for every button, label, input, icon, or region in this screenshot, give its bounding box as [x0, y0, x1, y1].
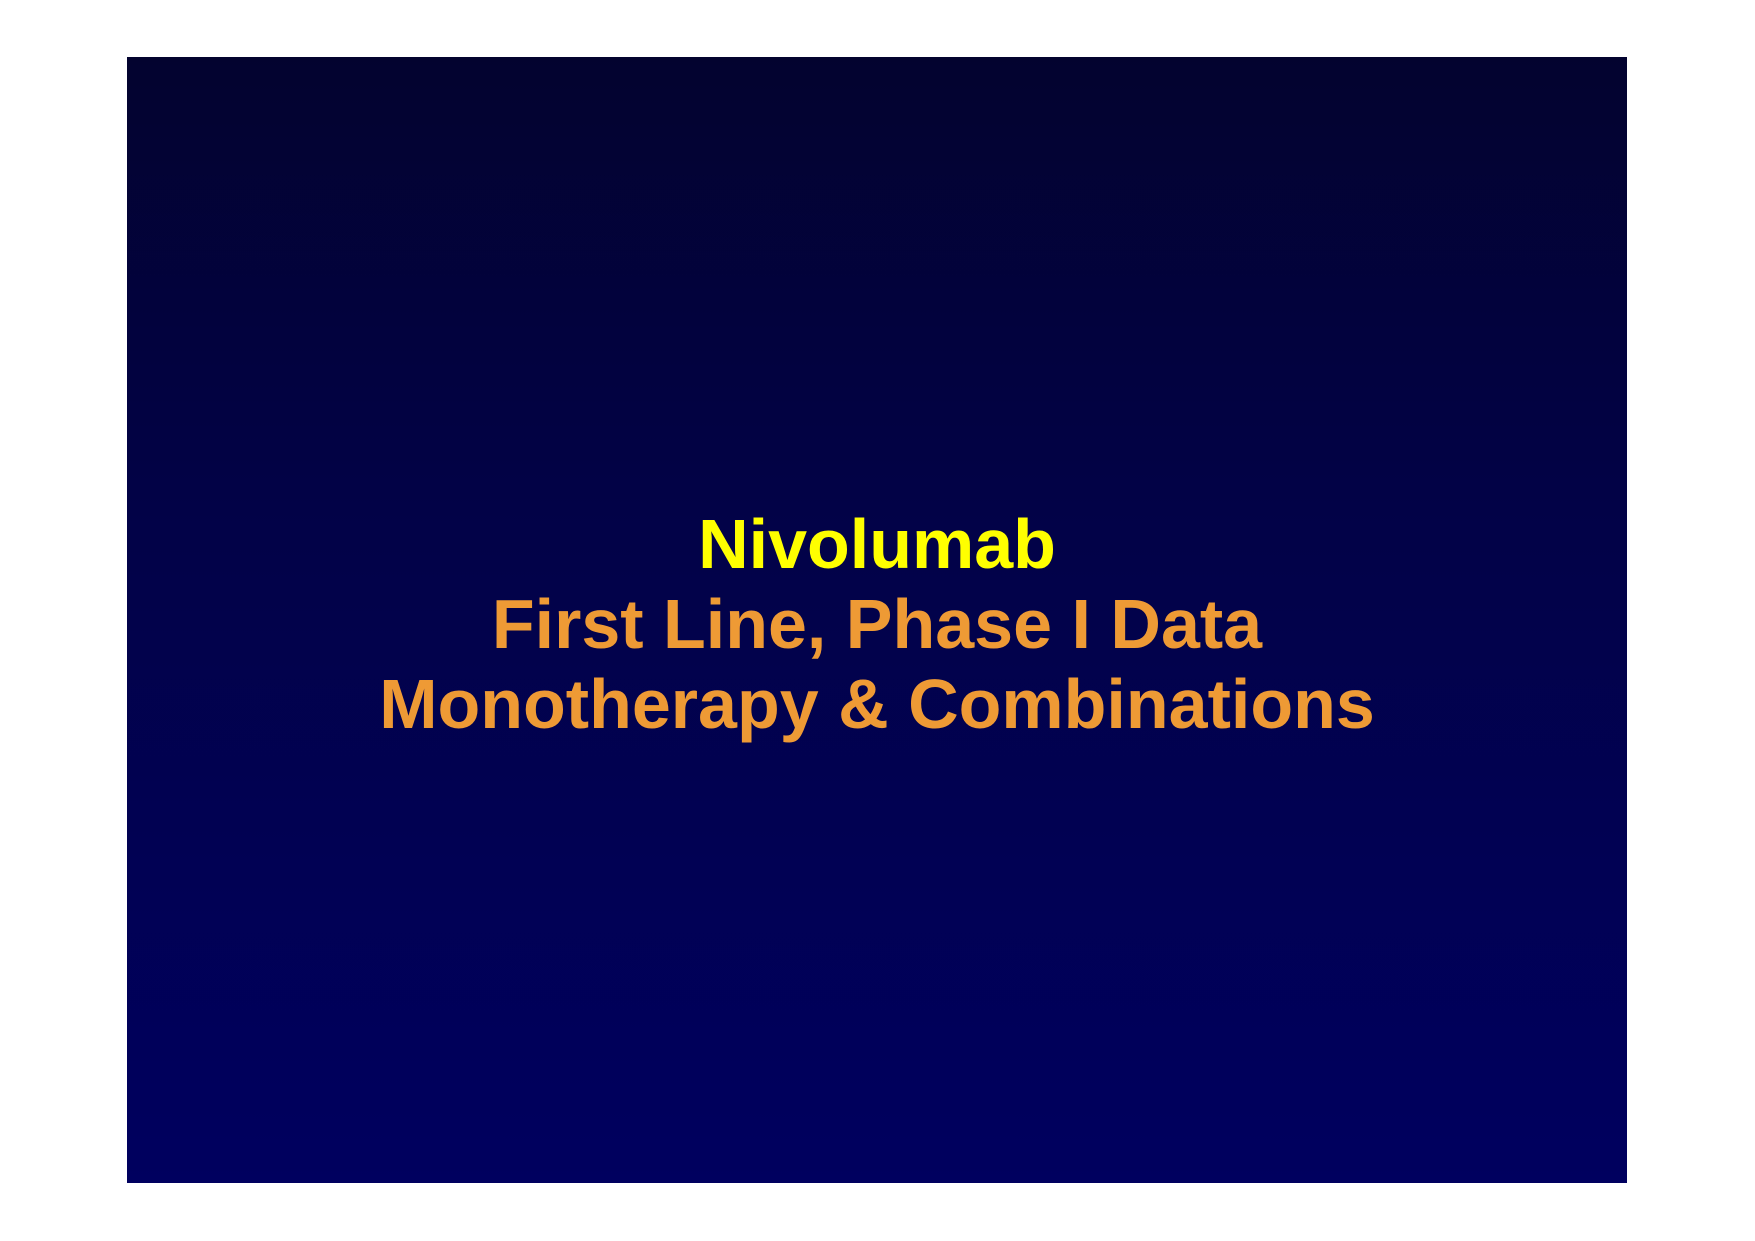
slide-title: Nivolumab [698, 505, 1056, 583]
slide-title-block: Nivolumab First Line, Phase I Data Monot… [127, 504, 1627, 744]
slide-subtitle-line-1: First Line, Phase I Data [491, 585, 1263, 663]
slide-subtitle-line-2: Monotherapy & Combinations [379, 665, 1375, 743]
slide-canvas: Nivolumab First Line, Phase I Data Monot… [127, 57, 1627, 1183]
